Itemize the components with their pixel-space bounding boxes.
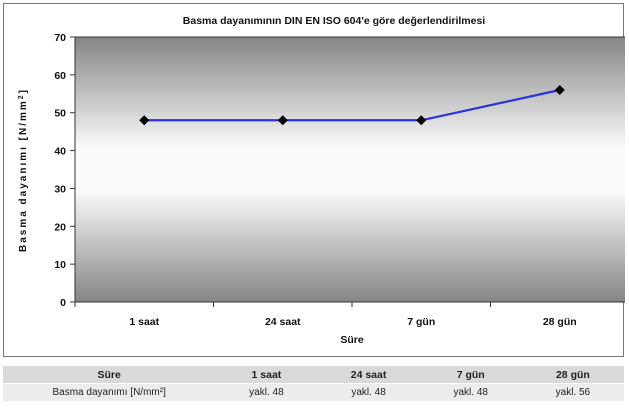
chart-title: Basma dayanımının DIN EN ISO 604'e göre … — [183, 15, 486, 27]
y-tick-label: 10 — [54, 259, 66, 271]
x-axis-label: Süre — [340, 334, 364, 346]
table-header-cell: 24 saat — [317, 366, 420, 384]
table-header-row: Süre 1 saat 24 saat 7 gün 28 gün — [3, 366, 624, 384]
line-chart: Basma dayanımının DIN EN ISO 604'e göre … — [18, 15, 625, 346]
x-tick-label: 24 saat — [265, 316, 301, 328]
y-tick-label: 0 — [60, 297, 66, 309]
table-cell: yakl. 48 — [215, 383, 318, 401]
y-tick-label: 60 — [54, 70, 66, 82]
x-tick-label: 1 saat — [129, 316, 159, 328]
y-axis-label: Basma dayanımı [N/mm2] — [18, 88, 30, 252]
table-header-cell: Süre — [3, 366, 216, 384]
series-line — [144, 88, 560, 122]
y-tick-label: 30 — [54, 183, 66, 195]
y-tick-label: 20 — [54, 221, 66, 233]
data-table: Süre 1 saat 24 saat 7 gün 28 gün Basma d… — [3, 366, 624, 401]
data-point — [416, 115, 427, 126]
y-tick-label: 70 — [54, 32, 66, 44]
data-point — [277, 115, 288, 126]
y-tick-label: 50 — [54, 108, 66, 120]
table-cell: yakl. 48 — [317, 383, 420, 401]
table-cell: Basma dayanımı [N/mm²] — [3, 383, 216, 401]
plot-area — [74, 36, 625, 303]
x-tick-label: 7 gün — [407, 316, 435, 328]
x-tick-label: 28 gün — [543, 316, 577, 328]
table-header-cell: 28 gün — [521, 366, 624, 384]
table-cell: yakl. 48 — [419, 383, 522, 401]
table-header-cell: 7 gün — [419, 366, 522, 384]
data-point — [554, 85, 565, 95]
table-header-cell: 1 saat — [215, 366, 318, 384]
y-tick-label: 40 — [54, 146, 66, 158]
table-row: Basma dayanımı [N/mm²] yakl. 48 yakl. 48… — [3, 383, 624, 401]
table-cell: yakl. 56 — [521, 383, 624, 401]
data-point — [139, 115, 150, 126]
chart-frame: Basma dayanımının DIN EN ISO 604'e göre … — [3, 3, 625, 357]
